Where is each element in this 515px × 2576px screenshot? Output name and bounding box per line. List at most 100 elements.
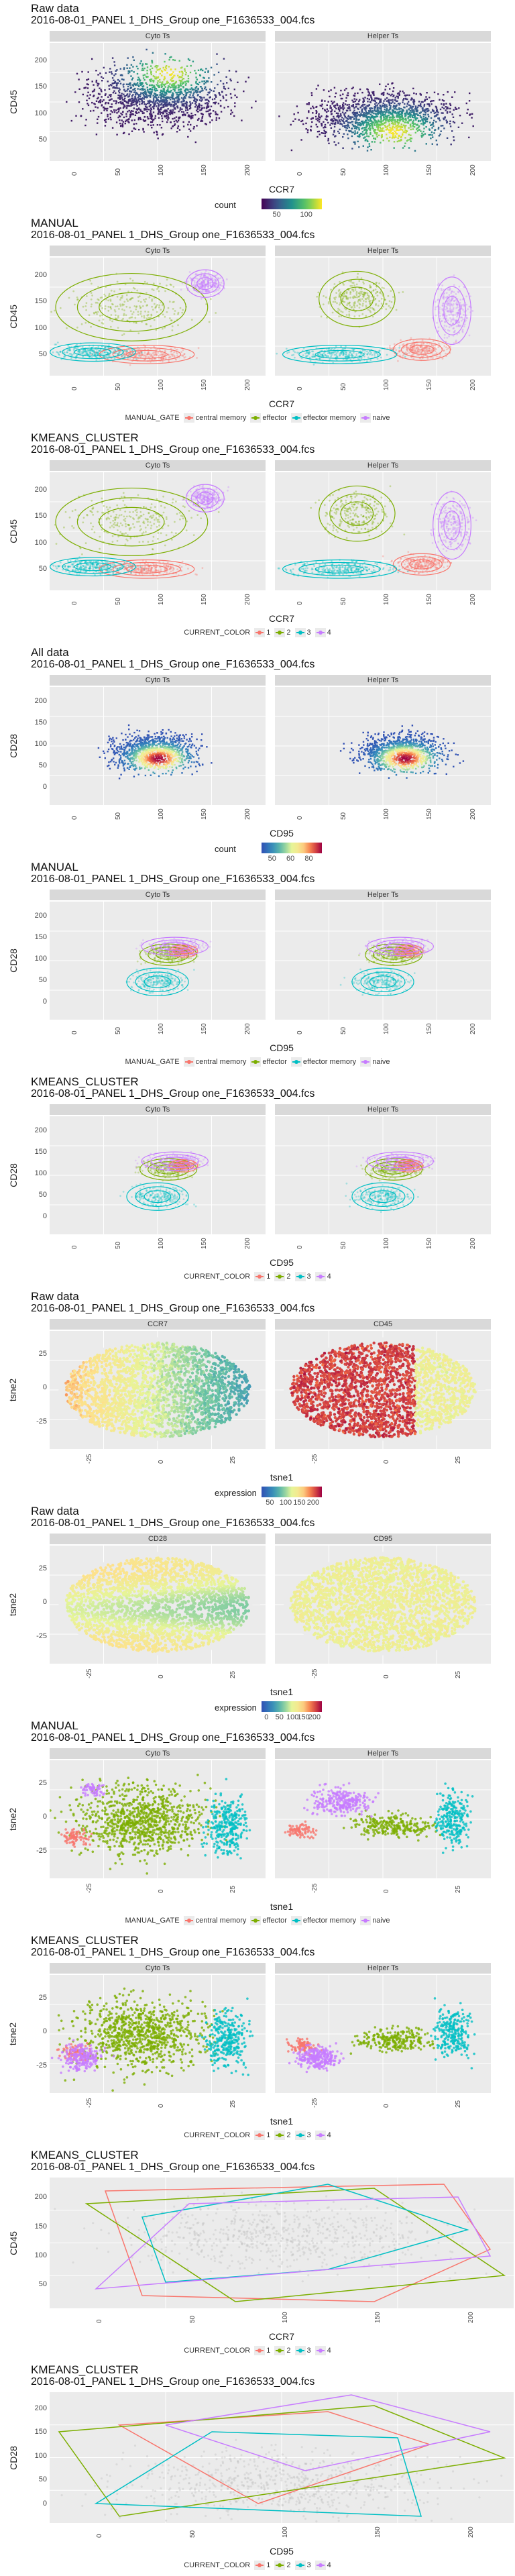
hex-bin	[165, 103, 167, 105]
hex-bin	[393, 141, 396, 143]
hex-bin	[394, 119, 396, 121]
data-point	[118, 352, 121, 355]
hex-bin	[347, 124, 349, 126]
data-point	[402, 355, 404, 357]
data-point	[339, 295, 341, 297]
hex-bin	[161, 106, 163, 109]
data-point	[418, 351, 420, 354]
data-point	[323, 295, 325, 297]
hex-bin	[112, 87, 114, 89]
data-point	[428, 347, 431, 350]
x-tick-label: 150	[426, 164, 433, 176]
hex-bin	[435, 106, 437, 108]
data-point	[451, 298, 454, 301]
data-point	[119, 303, 121, 306]
hex-bin	[331, 109, 333, 111]
data-point	[122, 354, 125, 356]
data-point	[193, 282, 196, 284]
hex-bin	[356, 132, 358, 134]
data-point	[452, 322, 455, 325]
hex-bin	[161, 117, 164, 119]
hex-bin	[189, 94, 191, 96]
data-point	[87, 350, 90, 352]
hex-bin	[412, 123, 414, 125]
data-point	[369, 299, 371, 302]
density-contour	[99, 292, 165, 323]
hex-bin	[114, 87, 116, 89]
hex-bin	[404, 112, 406, 115]
hex-bin	[184, 113, 186, 115]
data-point	[338, 294, 341, 296]
data-point	[146, 353, 149, 356]
hex-bin	[149, 105, 152, 107]
hex-bin	[110, 118, 112, 121]
hex-bin	[82, 93, 84, 96]
hex-bin	[362, 97, 364, 99]
hex-bin	[169, 87, 172, 89]
hex-bin	[146, 94, 148, 96]
data-point	[380, 356, 382, 359]
data-point	[452, 307, 455, 309]
hex-bin	[402, 124, 405, 126]
hex-bin	[219, 105, 222, 107]
hex-bin	[408, 101, 410, 103]
x-tick-label: 200	[244, 379, 251, 390]
hex-bin	[347, 133, 349, 136]
hex-bin	[371, 115, 374, 117]
hex-bin	[172, 71, 174, 73]
hex-bin	[312, 107, 314, 109]
data-point	[376, 281, 378, 284]
hex-bin	[415, 93, 417, 95]
hex-bin	[89, 94, 91, 96]
hex-bin	[397, 137, 399, 140]
data-point	[410, 337, 412, 339]
hex-bin	[158, 103, 160, 105]
hex-bin	[376, 109, 378, 111]
hex-bin	[414, 113, 416, 115]
hex-bin	[423, 105, 425, 107]
hex-bin	[396, 114, 398, 116]
hex-bin	[132, 56, 134, 58]
data-point	[416, 346, 418, 348]
hex-bin	[150, 101, 152, 103]
data-point	[385, 308, 388, 311]
data-point	[145, 355, 148, 358]
data-point	[353, 304, 355, 306]
hex-bin	[412, 119, 415, 121]
data-point	[120, 297, 122, 299]
data-point	[371, 315, 374, 318]
data-point	[437, 299, 439, 301]
hex-bin	[392, 114, 394, 116]
hex-bin	[82, 108, 84, 110]
data-point	[175, 358, 177, 361]
data-point	[78, 351, 81, 354]
hex-bin	[376, 113, 379, 115]
hex-bin	[207, 91, 209, 94]
data-point	[127, 290, 129, 293]
hex-bin	[141, 111, 144, 113]
hex-bin	[176, 96, 178, 98]
hex-bin	[439, 119, 441, 121]
hex-bin	[333, 141, 335, 143]
hex-bin	[374, 97, 376, 99]
hex-bin	[129, 87, 131, 89]
hex-bin	[412, 128, 414, 130]
data-point	[335, 354, 337, 356]
hex-bin	[176, 127, 179, 129]
data-point	[452, 313, 454, 316]
hex-bin	[431, 143, 433, 145]
data-point	[352, 355, 354, 358]
hex-bin	[144, 109, 146, 111]
hex-bin	[364, 109, 366, 111]
hex-bin	[354, 141, 356, 144]
data-point	[100, 353, 102, 356]
hex-bin	[428, 134, 430, 136]
hex-bin	[194, 106, 196, 108]
data-point	[431, 349, 433, 352]
data-point	[367, 298, 370, 300]
data-point	[365, 305, 367, 307]
data-point	[453, 284, 455, 286]
hex-bin	[401, 112, 403, 114]
data-point	[115, 314, 117, 317]
data-point	[424, 346, 426, 348]
